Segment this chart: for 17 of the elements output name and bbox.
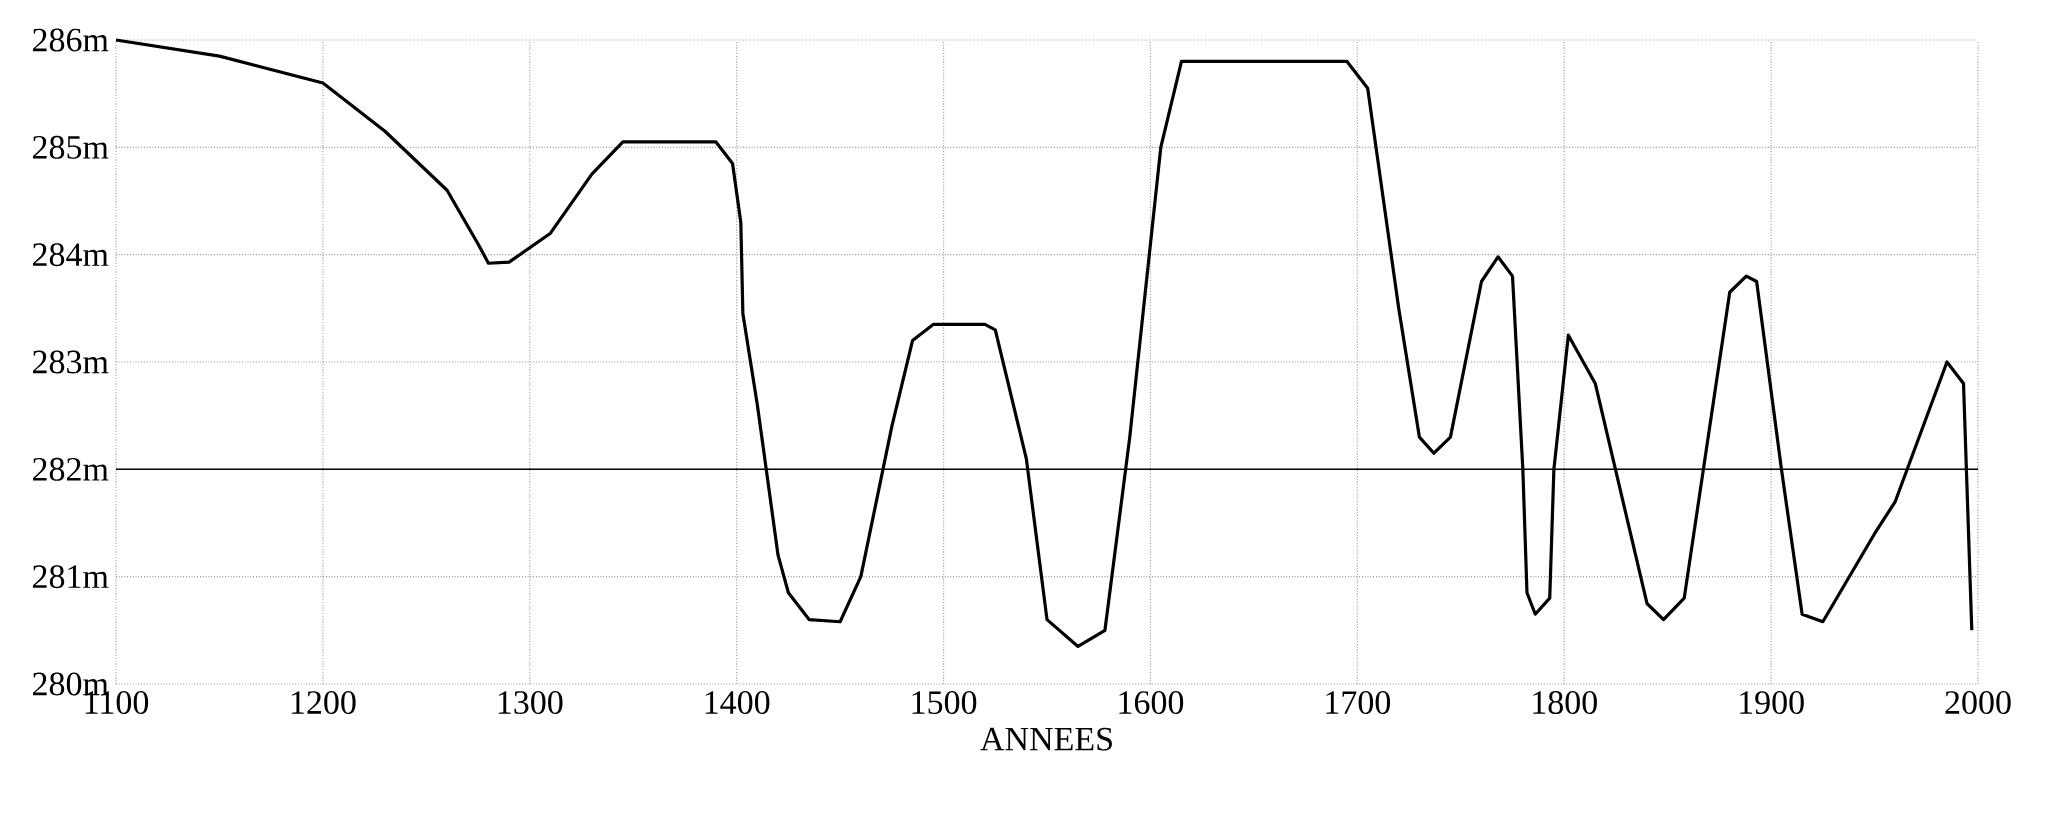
x-tick-label: 1800 (1533, 691, 1597, 715)
y-tick-label: 282m (33, 457, 109, 481)
x-axis-title: ANNEES (980, 727, 1112, 751)
x-tick-label: 1200 (291, 691, 356, 715)
line-series (114, 38, 1974, 649)
x-tick-label: 2000 (1945, 691, 2011, 715)
y-tick-label: 286m (33, 28, 109, 52)
x-tick-label: 1400 (705, 691, 770, 715)
x-tick-label: 1600 (1119, 691, 1184, 715)
x-tick-label: 1900 (1740, 691, 1804, 715)
x-tick-label: 1500 (912, 691, 977, 715)
x-tick-label: 1300 (498, 691, 563, 715)
y-tick-label: 284m (33, 243, 109, 267)
x-tick-label: 1700 (1326, 691, 1391, 715)
y-tick-label: 285m (33, 135, 109, 159)
y-tick-label: 281m (33, 565, 109, 589)
y-tick-label: 283m (33, 350, 109, 374)
